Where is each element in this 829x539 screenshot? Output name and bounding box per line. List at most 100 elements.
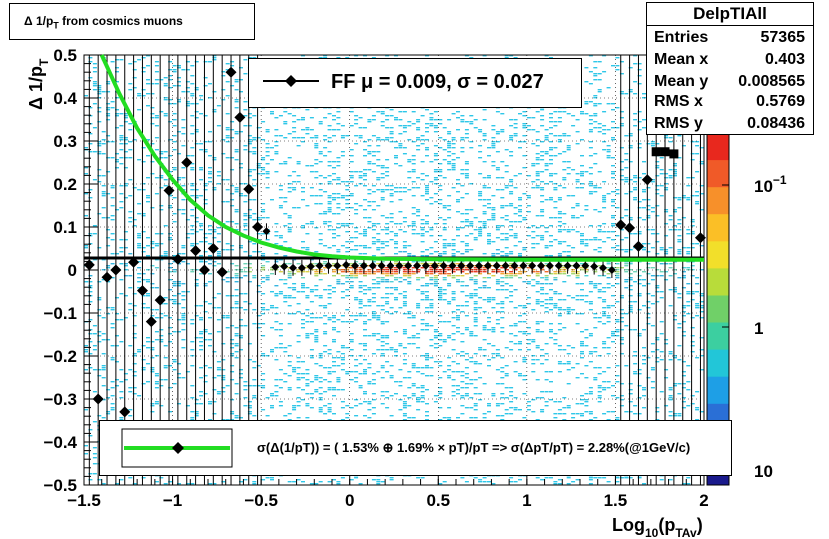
heatmap-cell xyxy=(487,297,491,299)
heatmap-cell xyxy=(185,91,190,93)
heatmap-cell xyxy=(141,231,146,233)
heatmap-cell xyxy=(376,247,381,249)
heatmap-cell xyxy=(500,285,505,287)
heatmap-cell xyxy=(349,271,354,273)
heatmap-cell xyxy=(115,81,119,83)
heatmap-cell xyxy=(92,421,97,423)
heatmap-cell xyxy=(460,227,465,229)
heatmap-cell xyxy=(128,217,133,219)
heatmap-cell xyxy=(172,295,177,297)
heatmap-cell xyxy=(402,127,407,129)
heatmap-cell xyxy=(438,217,443,219)
heatmap-cell xyxy=(478,481,483,483)
heatmap-cell xyxy=(185,105,190,107)
heatmap-cell xyxy=(292,131,297,133)
heatmap-cell xyxy=(349,241,354,243)
heatmap-cell xyxy=(500,161,505,163)
heatmap-cell xyxy=(252,185,257,187)
heatmap-cell xyxy=(509,291,514,293)
heatmap-cell xyxy=(504,289,509,291)
heatmap-cell xyxy=(429,253,434,255)
heatmap-cell xyxy=(119,247,124,249)
heatmap-cell xyxy=(602,381,607,383)
heatmap-cell xyxy=(371,57,376,59)
heatmap-cell xyxy=(518,315,522,317)
heatmap-cell xyxy=(518,221,522,223)
heatmap-cell xyxy=(141,89,146,91)
heatmap-cell xyxy=(278,135,283,137)
heatmap-cell xyxy=(123,231,128,233)
heatmap-cell xyxy=(398,199,403,201)
heatmap-cell xyxy=(416,177,421,179)
heatmap-cell xyxy=(442,293,447,295)
heatmap-cell xyxy=(549,241,553,243)
heatmap-cell xyxy=(425,411,429,413)
heatmap-cell xyxy=(115,167,119,169)
heatmap-cell xyxy=(137,273,142,275)
heatmap-cell xyxy=(615,481,620,483)
heatmap-cell xyxy=(411,315,416,317)
heatmap-cell xyxy=(154,193,159,195)
heatmap-cell xyxy=(456,393,460,395)
heatmap-cell xyxy=(340,137,345,139)
heatmap-cell xyxy=(318,233,323,235)
heatmap-cell xyxy=(305,271,310,273)
heatmap-cell xyxy=(296,335,301,337)
heatmap-cell xyxy=(615,107,620,109)
heatmap-cell xyxy=(367,269,372,271)
heatmap-cell xyxy=(487,329,491,331)
heatmap-cell xyxy=(115,385,119,387)
heatmap-cell xyxy=(380,337,385,339)
heatmap-cell xyxy=(168,271,173,273)
heatmap-cell xyxy=(593,209,598,211)
heatmap-cell xyxy=(225,201,230,203)
heatmap-cell xyxy=(128,83,133,85)
heatmap-cell xyxy=(163,253,168,255)
heatmap-cell xyxy=(132,325,137,327)
heatmap-cell xyxy=(469,221,474,223)
heatmap-cell xyxy=(309,263,314,265)
heatmap-cell xyxy=(425,191,429,193)
heatmap-cell xyxy=(92,333,97,335)
heatmap-cell xyxy=(407,337,412,339)
heatmap-cell xyxy=(150,349,155,351)
heatmap-cell xyxy=(327,181,332,183)
heatmap-cell xyxy=(535,283,540,285)
heatmap-cell xyxy=(473,279,478,281)
heatmap-cell xyxy=(540,293,545,295)
heatmap-cell xyxy=(363,393,367,395)
heatmap-cell xyxy=(588,477,593,479)
heatmap-cell xyxy=(354,245,359,247)
heatmap-cell xyxy=(531,163,536,165)
heatmap-cell xyxy=(243,267,248,269)
heatmap-cell xyxy=(464,221,469,223)
heatmap-cell xyxy=(88,341,93,343)
heatmap-cell xyxy=(385,287,390,289)
heatmap-cell xyxy=(385,55,390,57)
heatmap-cell xyxy=(128,123,133,125)
heatmap-cell xyxy=(354,359,359,361)
heatmap-cell xyxy=(438,397,443,399)
heatmap-cell xyxy=(553,279,558,281)
heatmap-cell xyxy=(230,399,235,401)
heatmap-cell xyxy=(208,141,212,143)
heatmap-cell xyxy=(615,331,620,333)
heatmap-cell xyxy=(447,269,452,271)
heatmap-cell xyxy=(442,247,447,249)
heatmap-cell xyxy=(110,395,115,397)
heatmap-cell xyxy=(323,351,328,353)
heatmap-cell xyxy=(553,483,558,485)
heatmap-cell xyxy=(394,297,398,299)
heatmap-cell xyxy=(318,381,323,383)
heatmap-cell xyxy=(460,311,465,313)
heatmap-cell xyxy=(97,175,102,177)
heatmap-cell xyxy=(491,165,496,167)
heatmap-cell xyxy=(451,253,456,255)
heatmap-cell xyxy=(194,221,199,223)
heatmap-cell xyxy=(385,361,390,363)
heatmap-cell xyxy=(385,167,390,169)
heatmap-cell xyxy=(487,301,491,303)
heatmap-cell xyxy=(469,271,474,273)
heatmap-cell xyxy=(438,189,443,191)
heatmap-cell xyxy=(611,225,615,227)
